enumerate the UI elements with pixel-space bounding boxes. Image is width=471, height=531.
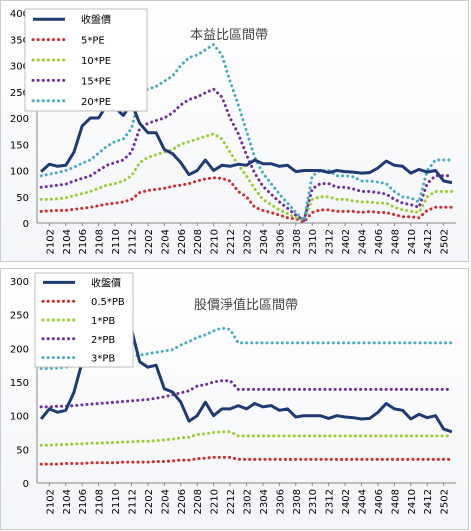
x-tick-label: 2210 — [210, 489, 221, 514]
x-tick-label: 2302 — [243, 229, 254, 254]
series-line-4 — [39, 42, 454, 224]
y-tick-label: 250 — [10, 88, 29, 99]
x-tick-label: 2310 — [308, 229, 319, 254]
legend-label: 收盤價 — [91, 276, 121, 289]
x-tick-label: 2108 — [95, 489, 106, 514]
pb-band-chart-svg: 0 50 100 150 200 250 300 2102 2104 2106 2108 2110 21… — [10, 272, 456, 514]
x-tick-label: 2102 — [45, 489, 56, 514]
x-tick-label: 2206 — [177, 229, 188, 254]
y-tick-label: 0 — [23, 479, 29, 490]
legend-label: 2*PB — [91, 335, 115, 346]
x-tick-label: 2208 — [193, 489, 204, 514]
x-tick-label: 2306 — [275, 489, 286, 514]
x-tick-label: 2204 — [160, 489, 171, 514]
y-tick-label: 150 — [10, 140, 29, 151]
x-tick-label: 2408 — [390, 489, 401, 514]
series-line-3 — [39, 379, 454, 409]
x-tick-label: 2204 — [160, 229, 171, 254]
legend-label: 1*PB — [91, 316, 115, 327]
x-tick-label: 2112 — [127, 229, 138, 254]
x-tick-label: 2202 — [144, 489, 155, 514]
x-tick-label: 2412 — [423, 229, 434, 254]
y-tick-label: 0 — [23, 219, 29, 230]
series-line-1 — [39, 455, 454, 466]
legend-label: 5*PE — [81, 36, 105, 47]
x-tick-label: 2406 — [374, 229, 385, 254]
legend-label: 收盤價 — [81, 13, 111, 26]
x-tick-label: 2404 — [358, 489, 369, 514]
series-line-4 — [39, 326, 454, 370]
x-tick-label: 2308 — [292, 229, 303, 254]
y-tick-label: 300 — [10, 277, 29, 288]
x-tick-label: 2312 — [325, 489, 336, 514]
x-tick-label: 2502 — [440, 229, 451, 254]
x-tick-label: 2402 — [341, 229, 352, 254]
x-tick-label: 2110 — [111, 229, 122, 254]
y-tick-label: 100 — [10, 412, 29, 423]
y-tick-label: 50 — [16, 193, 29, 204]
x-tick-label: 2404 — [358, 229, 369, 254]
series-line-1 — [39, 176, 454, 224]
x-tick-label: 2308 — [292, 489, 303, 514]
x-tick-label: 2212 — [226, 229, 237, 254]
legend-label: 15*PE — [81, 76, 111, 87]
x-tick-label: 2302 — [243, 489, 254, 514]
series-line-2 — [39, 430, 454, 447]
x-tick-label: 2502 — [440, 489, 451, 514]
y-tick-label: 200 — [10, 344, 29, 355]
legend-box — [24, 8, 148, 112]
x-tick-label: 2110 — [111, 489, 122, 514]
legend-box — [34, 272, 134, 368]
series-line-2 — [39, 132, 454, 223]
x-tick-label: 2402 — [341, 489, 352, 514]
x-tick-label: 2106 — [78, 489, 89, 514]
x-tick-label: 2310 — [308, 489, 319, 514]
y-tick-label: 400 — [10, 9, 29, 20]
x-tick-label: 2102 — [45, 229, 56, 254]
x-tick-label: 2406 — [374, 489, 385, 514]
y-tick-label: 350 — [10, 35, 29, 46]
x-tick-label: 2410 — [407, 489, 418, 514]
y-tick-label: 100 — [10, 167, 29, 178]
chart-title: 本益比區間帶 — [190, 28, 268, 43]
x-tick-label: 2304 — [259, 489, 270, 514]
x-tick-label: 2212 — [226, 489, 237, 514]
pe-band-chart: 0 50 100 150 200 250 300 350 400 2102 2104 2106 2108… — [0, 0, 469, 262]
pe-band-chart-svg: 0 50 100 150 200 250 300 350 400 2102 2104 2106 2108… — [10, 8, 456, 254]
chart-title: 股價淨值比區間帶 — [194, 297, 298, 313]
legend-label: 3*PB — [91, 354, 115, 365]
series-line-0 — [40, 101, 453, 185]
x-tick-label: 2304 — [259, 229, 270, 254]
x-tick-label: 2312 — [325, 229, 336, 254]
x-tick-label: 2106 — [78, 229, 89, 254]
pb-band-chart: 0 50 100 150 200 250 300 2102 2104 2106 2108 2110 21… — [0, 268, 469, 530]
x-tick-label: 2210 — [210, 229, 221, 254]
x-tick-label: 2202 — [144, 229, 155, 254]
y-tick-label: 300 — [10, 62, 29, 73]
x-tick-label: 2104 — [62, 489, 73, 514]
legend-label: 10*PE — [81, 56, 111, 67]
y-tick-label: 200 — [10, 114, 29, 125]
x-tick-label: 2306 — [275, 229, 286, 254]
x-tick-label: 2104 — [62, 229, 73, 254]
x-tick-label: 2208 — [193, 229, 204, 254]
legend-label: 0.5*PB — [91, 297, 125, 308]
x-tick-label: 2408 — [390, 229, 401, 254]
x-tick-label: 2112 — [127, 489, 138, 514]
series-line-3 — [39, 87, 454, 223]
x-tick-label: 2206 — [177, 489, 188, 514]
x-tick-label: 2410 — [407, 229, 418, 254]
x-tick-label: 2108 — [95, 229, 106, 254]
y-tick-label: 50 — [16, 445, 29, 456]
legend-label: 20*PE — [81, 97, 111, 108]
y-tick-label: 150 — [10, 378, 29, 389]
x-tick-label: 2412 — [423, 489, 434, 514]
y-tick-label: 250 — [10, 311, 29, 322]
